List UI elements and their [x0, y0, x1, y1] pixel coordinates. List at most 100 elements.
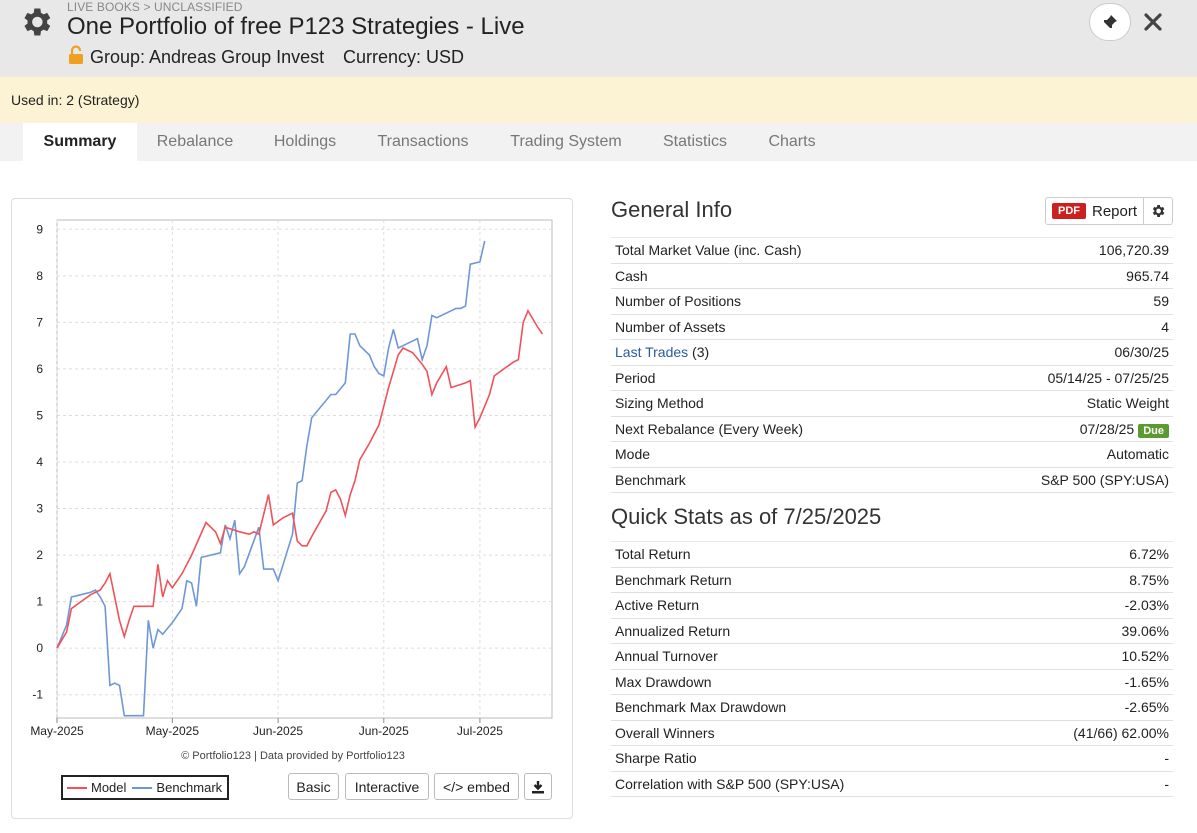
gear-icon[interactable] — [18, 4, 54, 40]
pin-icon — [1103, 15, 1117, 29]
table-row: Benchmark Max Drawdown -2.65% — [611, 694, 1173, 720]
chart-credit: © Portfolio123 | Data provided by Portfo… — [181, 750, 405, 762]
chart-legend: Model Benchmark — [61, 775, 229, 800]
row-label: Total Market Value (inc. Cash) — [611, 237, 943, 263]
tab-transactions[interactable]: Transactions — [377, 133, 469, 150]
x-tick-label: May-2025 — [30, 724, 84, 738]
number-of-positions-value[interactable]: 59 — [942, 288, 1173, 314]
number-of-positions-link[interactable]: Number of Positions — [611, 288, 943, 314]
embed-button[interactable]: </> embed — [434, 773, 519, 800]
legend-model[interactable]: Model — [67, 780, 126, 795]
tab-trading-system[interactable]: Trading System — [510, 133, 622, 150]
y-tick-label: 0 — [36, 641, 43, 655]
currency-label: Currency: USD — [343, 47, 465, 67]
y-tick-label: -1 — [32, 688, 43, 702]
x-tick-label: Jun-2025 — [359, 724, 409, 738]
legend-model-label: Model — [91, 780, 127, 795]
row-label: Active Return — [611, 592, 1003, 618]
row-label: Benchmark Return — [611, 566, 1003, 593]
basic-button[interactable]: Basic — [288, 773, 339, 800]
row-label: Benchmark — [611, 466, 943, 493]
x-tick-label: May-2025 — [146, 724, 200, 738]
row-value: 8.75% — [1002, 566, 1173, 593]
interactive-button[interactable]: Interactive — [345, 773, 429, 800]
close-button[interactable] — [1139, 8, 1167, 36]
row-label: Next Rebalance (Every Week) — [611, 415, 943, 442]
row-label: Sizing Method — [611, 390, 943, 416]
y-tick-label: 7 — [36, 315, 43, 329]
download-icon — [532, 780, 544, 793]
y-tick-label: 6 — [36, 362, 43, 376]
row-label: Annualized Return — [611, 617, 1003, 644]
pdf-report-button[interactable]: PDF Report — [1045, 197, 1144, 225]
row-value: 106,720.39 — [942, 237, 1173, 263]
row-value: -2.03% — [1002, 592, 1173, 618]
x-tick-label: Jul-2025 — [457, 724, 503, 738]
table-row: Last Trades (3) 06/30/25 — [611, 339, 1173, 365]
y-tick-label: 4 — [36, 455, 43, 469]
row-value: -2.65% — [1002, 694, 1173, 720]
table-row: Total Return 6.72% — [611, 541, 1173, 567]
report-label: Report — [1092, 202, 1138, 220]
legend-benchmark[interactable]: Benchmark — [132, 780, 222, 795]
download-button[interactable] — [524, 773, 552, 800]
breadcrumb[interactable]: LIVE BOOKS > UNCLASSIFIED — [67, 0, 243, 14]
row-label: Period — [611, 364, 943, 391]
header: LIVE BOOKS > UNCLASSIFIED One Portfolio … — [0, 0, 1197, 77]
tab-bar: Summary Rebalance Holdings Transactions … — [0, 123, 1197, 161]
x-tick-label: Jun-2025 — [253, 724, 303, 738]
row-value: 10.52% — [1002, 643, 1173, 669]
row-value: 4 — [942, 313, 1173, 340]
table-row: Overall Winners (41/66) 62.00% — [611, 719, 1173, 746]
table-row: Sharpe Ratio - — [611, 745, 1173, 771]
row-value: - — [1002, 770, 1173, 797]
row-value: 6.72% — [1002, 541, 1173, 567]
row-label: Overall Winners — [611, 719, 1003, 746]
row-value: S&P 500 (SPY:USA) — [942, 466, 1173, 493]
pdf-badge: PDF — [1052, 203, 1086, 219]
table-row: Period 05/14/25 - 07/25/25 — [611, 364, 1173, 391]
row-label: Sharpe Ratio — [611, 745, 1003, 771]
report-settings-button[interactable] — [1144, 197, 1173, 225]
tab-charts[interactable]: Charts — [768, 133, 816, 150]
legend-benchmark-swatch — [132, 786, 153, 789]
used-in-banner: Used in: 2 (Strategy) — [0, 77, 1197, 123]
table-row: Number of Assets 4 — [611, 313, 1173, 340]
quick-stats-table: Total Return 6.72% Benchmark Return 8.75% … — [611, 541, 1173, 797]
row-label: Benchmark Max Drawdown — [611, 694, 1003, 720]
legend-model-swatch — [67, 786, 87, 789]
pin-button[interactable] — [1089, 3, 1131, 41]
unlocked-padlock-icon[interactable] — [67, 45, 85, 65]
last-trades-count: (3) — [692, 344, 710, 361]
last-trades-date-link[interactable]: 06/30/25 — [942, 339, 1173, 365]
last-trades-link[interactable]: Last Trades — [615, 344, 689, 361]
performance-chart[interactable]: -1 0 1 2 3 4 5 6 7 8 9 May-2025 May-2025 Jun-2025 Jun-… — [12, 199, 574, 749]
table-row: Number of Positions 59 — [611, 288, 1173, 314]
tab-statistics[interactable]: Statistics — [662, 133, 727, 150]
y-tick-label: 3 — [36, 502, 43, 516]
model-series-line — [56, 309, 544, 649]
row-label: Correlation with S&P 500 (SPY:USA) — [611, 770, 1003, 797]
row-label: Max Drawdown — [611, 668, 1003, 695]
y-tick-label: 5 — [36, 408, 43, 422]
row-label: Annual Turnover — [611, 643, 1003, 669]
row-value: Automatic — [942, 441, 1173, 467]
row-value: 05/14/25 - 07/25/25 — [942, 364, 1173, 391]
y-tick-label: 8 — [36, 269, 43, 283]
table-row: Correlation with S&P 500 (SPY:USA) - — [611, 770, 1173, 797]
legend-benchmark-label: Benchmark — [156, 780, 223, 795]
table-row: Benchmark S&P 500 (SPY:USA) — [611, 466, 1173, 493]
general-info-title: General Info — [611, 197, 733, 222]
table-row: Cash 965.74 — [611, 262, 1173, 289]
table-row: Active Return -2.03% — [611, 592, 1173, 618]
row-label: Mode — [611, 441, 943, 467]
tab-holdings[interactable]: Holdings — [273, 133, 337, 150]
tab-rebalance[interactable]: Rebalance — [156, 133, 234, 150]
table-row: Sizing Method Static Weight — [611, 390, 1173, 416]
row-value: -1.65% — [1002, 668, 1173, 695]
due-badge: Due — [1138, 423, 1169, 438]
close-icon — [1144, 13, 1162, 31]
table-row: Max Drawdown -1.65% — [611, 668, 1173, 695]
tab-summary[interactable]: Summary — [23, 123, 137, 161]
table-row: Total Market Value (inc. Cash) 106,720.39 — [611, 237, 1173, 263]
